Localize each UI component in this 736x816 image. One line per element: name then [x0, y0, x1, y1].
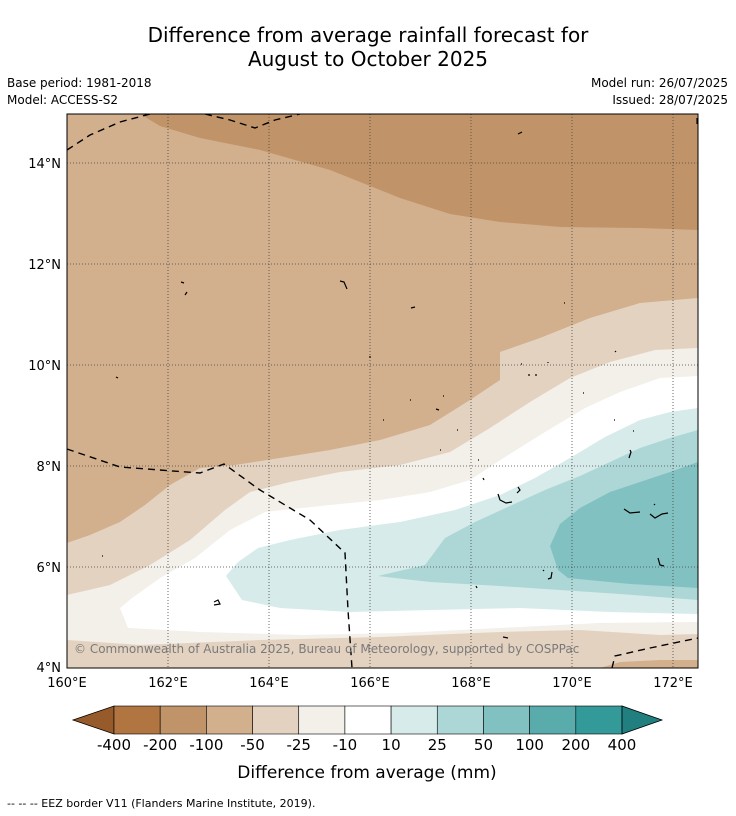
colorbar-tick-label: 100: [515, 736, 544, 754]
colorbar-title: Difference from average (mm): [237, 763, 496, 783]
lat-tick-label: 12°N: [28, 258, 61, 273]
colorbar-tick-label: -50: [240, 736, 265, 754]
lat-tick-label: 14°N: [28, 157, 61, 172]
latitude-axis: 4°N 6°N 8°N 10°N 12°N 14°N: [28, 157, 61, 676]
colorbar-segment: [113, 705, 161, 735]
longitude-axis: 160°E 162°E 164°E 166°E 168°E 170°E 172°…: [47, 676, 693, 691]
colorbar-tick-label: 400: [608, 736, 637, 754]
eez-border: [67, 114, 698, 668]
colorbar-extend-high: [621, 705, 664, 735]
eez-legend-footnote: -- -- -- EEZ border V11 (Flanders Marine…: [7, 797, 316, 810]
lat-tick-label: 10°N: [28, 359, 61, 374]
colorbar-tick-label: 25: [428, 736, 447, 754]
colorbar-tick-label: 10: [382, 736, 401, 754]
contour-fill-layer: [67, 114, 698, 668]
colorbar-tick-label: -200: [143, 736, 177, 754]
lon-tick-label: 168°E: [451, 676, 491, 691]
colorbar-segment: [344, 705, 392, 735]
colorbar-tick-label: -100: [189, 736, 223, 754]
issued-date: Issued: 28/07/2025: [612, 93, 728, 107]
contour-band-neg200: [140, 114, 698, 230]
colorbar-tick-label: -25: [286, 736, 311, 754]
map-gridlines: [67, 114, 698, 668]
colorbar-segment: [575, 705, 623, 735]
model-name: Model: ACCESS-S2: [7, 93, 119, 107]
lat-tick-label: 8°N: [37, 460, 62, 475]
island-outlines: [102, 118, 698, 639]
lon-tick-label: 160°E: [47, 676, 87, 691]
lon-tick-label: 166°E: [350, 676, 390, 691]
colorbar-segment: [298, 705, 346, 735]
lon-tick-label: 170°E: [552, 676, 592, 691]
lon-tick-label: 164°E: [249, 676, 289, 691]
colorbar-segment: [159, 705, 207, 735]
lat-tick-label: 4°N: [37, 661, 62, 676]
contour-band-pos50: [550, 462, 698, 588]
lon-tick-label: 172°E: [653, 676, 693, 691]
model-run: Model run: 26/07/2025: [590, 76, 728, 90]
colorbar-segment: [390, 705, 438, 735]
colorbar: [71, 705, 664, 735]
colorbar-tick-label: 200: [561, 736, 590, 754]
map-title-line1: Difference from average rainfall forecas…: [147, 23, 589, 47]
colorbar-segment: [483, 705, 530, 735]
map-frame: [66, 113, 699, 669]
colorbar-tick-labels: -400 -200 -100 -50 -25 -10 10 25 50 100 200 400: [97, 736, 636, 754]
colorbar-tick-label: 50: [474, 736, 493, 754]
contour-band-bottom: [600, 660, 698, 668]
colorbar-tick-label: -400: [97, 736, 131, 754]
colorbar-tick-label: -10: [333, 736, 358, 754]
colorbar-segment: [529, 705, 577, 735]
lon-tick-label: 162°E: [148, 676, 188, 691]
lat-tick-label: 6°N: [37, 561, 62, 576]
colorbar-extend-low: [71, 705, 115, 735]
copyright-notice: © Commonwealth of Australia 2025, Bureau…: [74, 642, 579, 656]
map-title-line2: August to October 2025: [247, 47, 489, 71]
colorbar-segment: [252, 705, 300, 735]
base-period: Base period: 1981-2018: [7, 76, 152, 90]
colorbar-segment: [206, 705, 253, 735]
colorbar-segment: [436, 705, 484, 735]
